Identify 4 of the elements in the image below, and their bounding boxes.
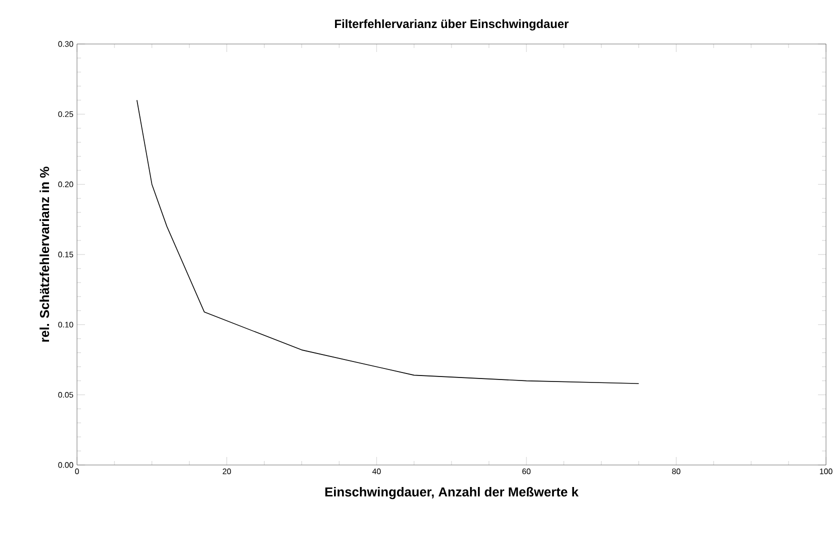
chart-title: Filterfehlervarianz über Einschwingdauer [335, 19, 569, 30]
x-axis-title: Einschwingdauer, Anzahl der Meßwerte k [325, 486, 579, 500]
y-axis-title: rel. Schätzfehlervarianz in % [40, 166, 50, 342]
line-series [136, 100, 640, 384]
